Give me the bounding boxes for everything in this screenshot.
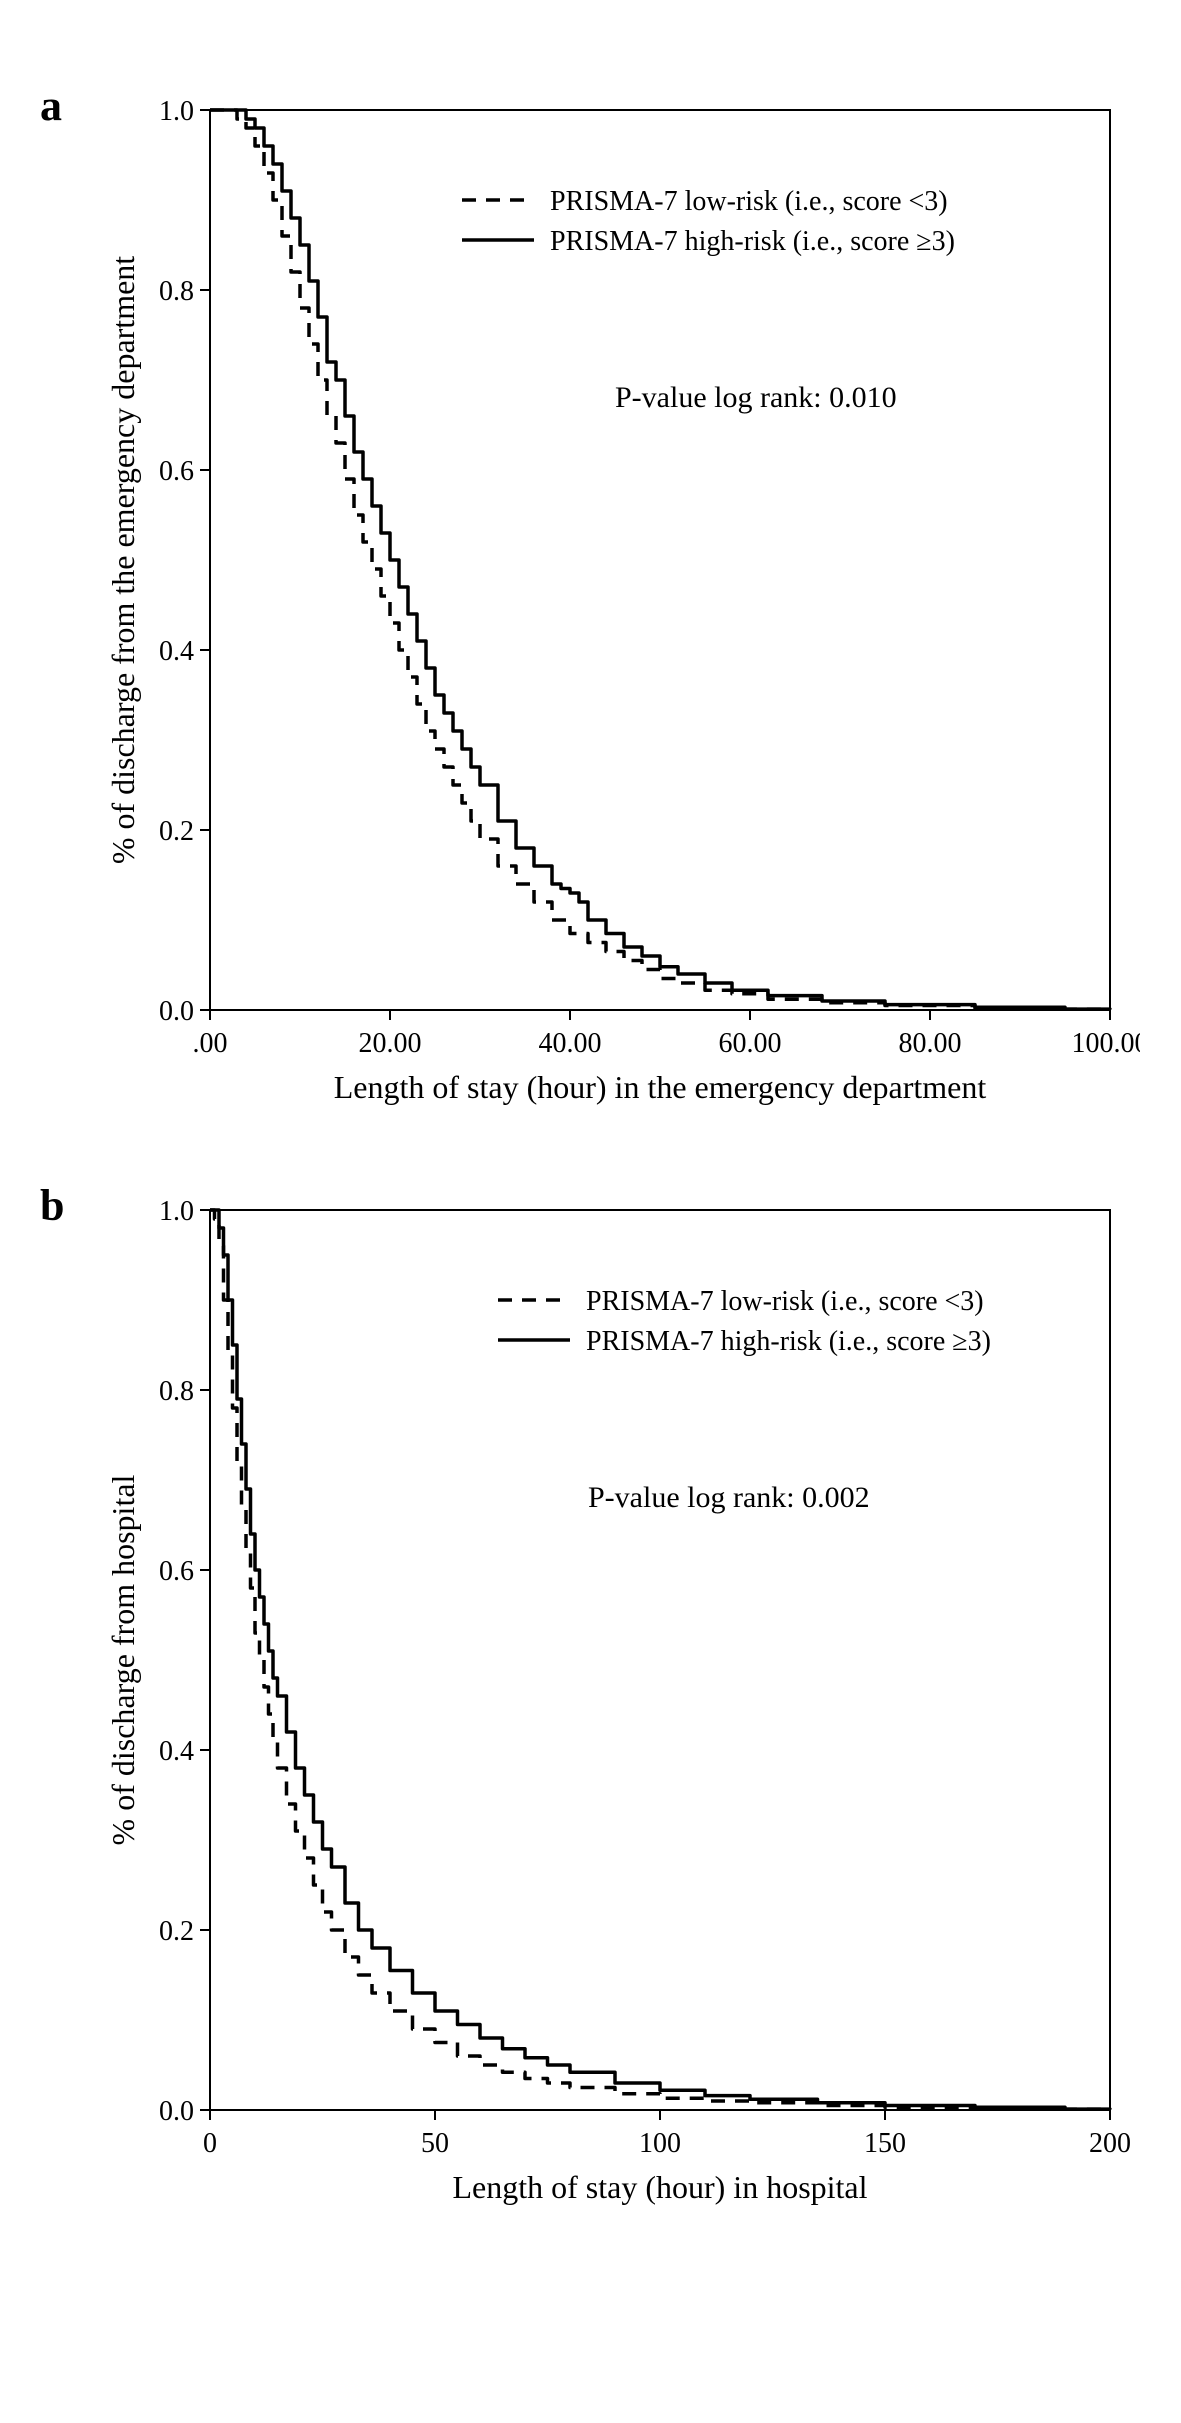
panel-a: a .00 20.00 40.00 60.00 80.00 100.00 0.0 0.2 0.4… <box>40 80 1141 1120</box>
x-tick-label: 150 <box>864 2128 906 2159</box>
x-tick-label: 100 <box>639 2128 681 2159</box>
p-value-annotation: P-value log rank: 0.010 <box>615 381 897 414</box>
y-tick-label: 0.6 <box>159 1556 194 1587</box>
panel-b-label: b <box>40 1180 64 1231</box>
x-tick-label: 60.00 <box>719 1028 782 1059</box>
x-tick-label: 0 <box>203 2128 217 2159</box>
legend-label: PRISMA-7 high-risk (i.e., score ≥3) <box>586 1326 991 1357</box>
x-tick-label: .00 <box>193 1028 228 1059</box>
x-axis-title: Length of stay (hour) in the emergency d… <box>334 1069 987 1105</box>
x-axis-title: Length of stay (hour) in hospital <box>452 2169 867 2205</box>
y-tick-label: 0.2 <box>159 1916 194 1947</box>
figure-page: a .00 20.00 40.00 60.00 80.00 100.00 0.0 0.2 0.4… <box>0 0 1181 2320</box>
x-tick-label: 20.00 <box>359 1028 422 1059</box>
p-value-annotation: P-value log rank: 0.002 <box>588 1481 870 1514</box>
panel-a-label: a <box>40 80 62 131</box>
x-tick-label: 200 <box>1089 2128 1131 2159</box>
x-tick-label: 80.00 <box>899 1028 962 1059</box>
chart-b: 0 50 100 150 200 0.0 0.2 0.4 0.6 0.8 1.0 Length of … <box>100 1180 1141 2220</box>
legend-label: PRISMA-7 low-risk (i.e., score <3) <box>586 1286 984 1317</box>
legend-label: PRISMA-7 low-risk (i.e., score <3) <box>550 186 948 217</box>
y-tick-label: 0.4 <box>159 1736 194 1767</box>
x-tick-label: 100.00 <box>1072 1028 1141 1059</box>
chart-a-svg: .00 20.00 40.00 60.00 80.00 100.00 0.0 0.2 0.4 0.… <box>100 80 1140 1120</box>
panel-b: b 0 50 100 150 200 0.0 0.2 0.4 0.6 0.8 1.0 Length o… <box>40 1180 1141 2220</box>
chart-a: .00 20.00 40.00 60.00 80.00 100.00 0.0 0.2 0.4 0.… <box>100 80 1141 1120</box>
chart-b-svg: 0 50 100 150 200 0.0 0.2 0.4 0.6 0.8 1.0 Length of … <box>100 1180 1140 2220</box>
y-axis-title: % of discharge from hospital <box>105 1474 141 1845</box>
y-tick-label: 1.0 <box>159 96 194 127</box>
y-axis-title: % of discharge from the emergency depart… <box>105 256 141 864</box>
y-tick-label: 1.0 <box>159 1196 194 1227</box>
legend-label: PRISMA-7 high-risk (i.e., score ≥3) <box>550 226 955 257</box>
y-tick-label: 0.6 <box>159 456 194 487</box>
y-tick-label: 0.8 <box>159 1376 194 1407</box>
y-tick-label: 0.8 <box>159 276 194 307</box>
y-tick-label: 0.2 <box>159 816 194 847</box>
y-tick-label: 0.0 <box>159 2096 194 2127</box>
y-tick-label: 0.0 <box>159 996 194 1027</box>
x-tick-label: 50 <box>421 2128 449 2159</box>
x-tick-label: 40.00 <box>539 1028 602 1059</box>
y-tick-label: 0.4 <box>159 636 194 667</box>
